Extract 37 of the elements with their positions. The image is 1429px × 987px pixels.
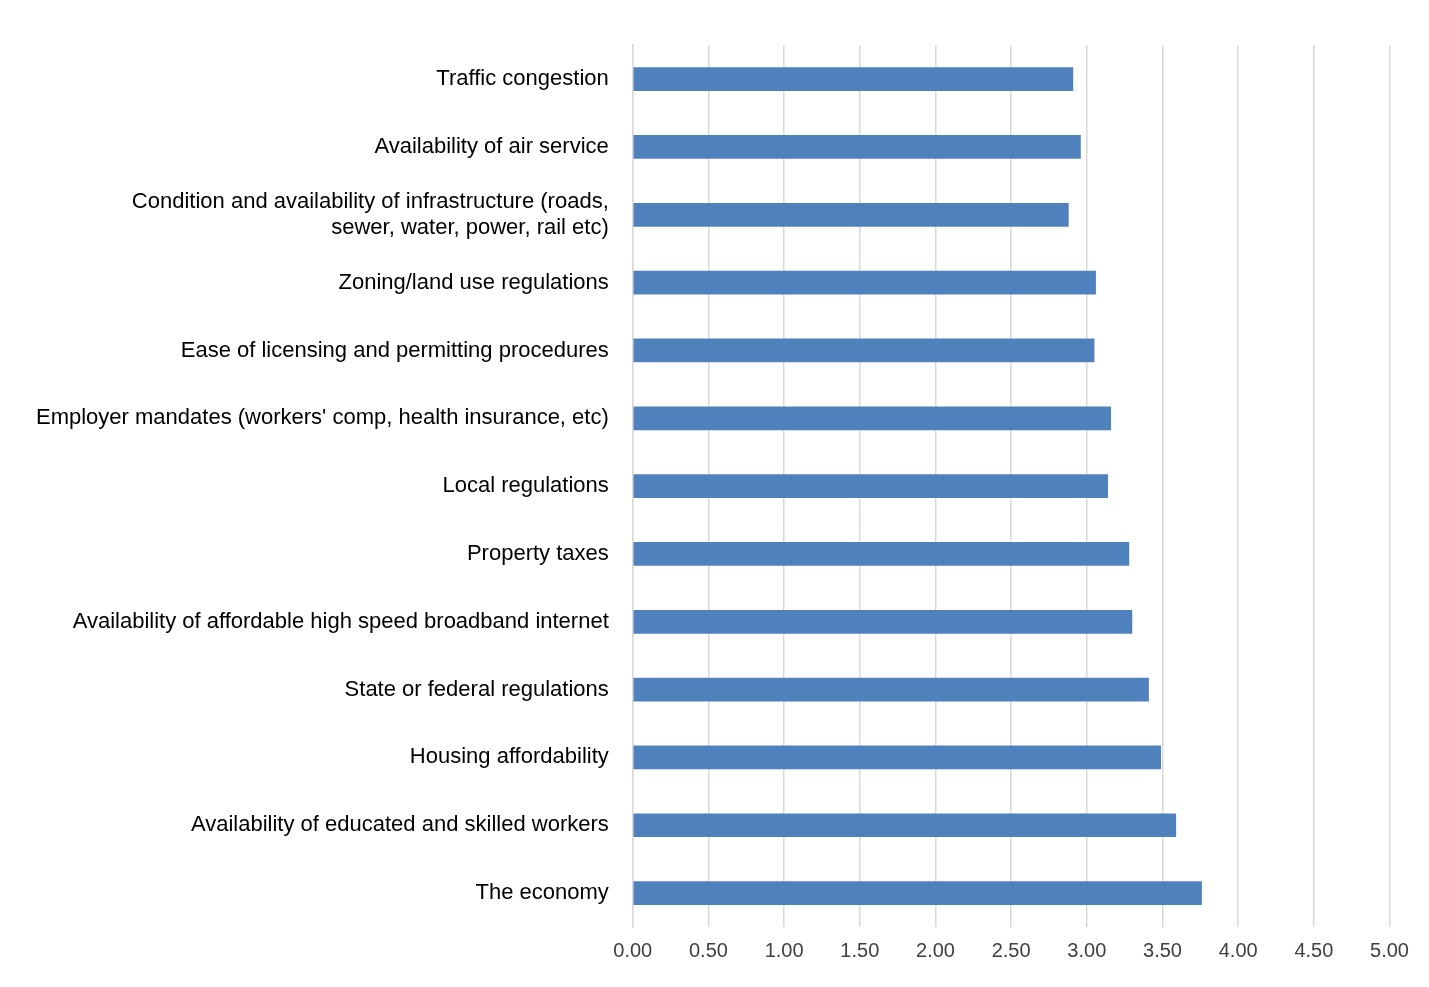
x-tick-label: 0.00 bbox=[613, 938, 653, 961]
x-tick-label: 3.00 bbox=[1067, 938, 1107, 961]
x-tick-label: 4.00 bbox=[1218, 938, 1258, 961]
bar bbox=[633, 813, 1177, 838]
x-tick-label: 5.00 bbox=[1370, 938, 1410, 961]
x-tick-label: 2.00 bbox=[916, 938, 955, 961]
bar bbox=[633, 745, 1161, 770]
bar bbox=[633, 881, 1202, 905]
y-tick-label: The economy bbox=[475, 879, 609, 905]
x-tick-label: 0.50 bbox=[688, 938, 728, 961]
bar bbox=[633, 474, 1109, 498]
bar bbox=[633, 135, 1081, 159]
y-tick-label: State or federal regulations bbox=[344, 675, 609, 701]
y-tick-label: Property taxes bbox=[466, 539, 609, 565]
bar bbox=[633, 677, 1149, 702]
x-tick-label: 2.50 bbox=[991, 938, 1031, 961]
bar bbox=[633, 202, 1069, 227]
y-tick-label: Employer mandates (workers' comp, health insurance, etc) bbox=[35, 404, 609, 430]
y-tick-label: Availability of air service bbox=[374, 133, 609, 159]
y-tick-label: Local regulations bbox=[442, 472, 609, 498]
bar bbox=[633, 406, 1112, 431]
y-tick-label: Availability of educated and skilled workers bbox=[190, 811, 609, 837]
bar bbox=[633, 609, 1133, 634]
y-tick-label: Housing affordability bbox=[409, 743, 609, 769]
y-tick-label: Zoning/land use regulations bbox=[338, 268, 609, 294]
bar bbox=[633, 542, 1130, 566]
y-tick-label: Ease of licensing and permitting procedures bbox=[180, 336, 609, 362]
y-tick-label: Traffic congestion bbox=[436, 65, 609, 91]
bar bbox=[633, 270, 1096, 295]
bar bbox=[633, 67, 1074, 91]
x-tick-label: 3.50 bbox=[1143, 938, 1182, 961]
x-tick-label: 4.50 bbox=[1294, 938, 1334, 961]
y-tick-label: Availability of affordable high speed broadband internet bbox=[72, 607, 609, 633]
x-tick-label: 1.50 bbox=[840, 938, 880, 961]
x-tick-label: 1.00 bbox=[764, 938, 804, 961]
bar bbox=[633, 338, 1095, 363]
y-tick-label: Condition and availability of infrastructure (roads, sewer, water, power, rail etc) bbox=[131, 187, 609, 240]
